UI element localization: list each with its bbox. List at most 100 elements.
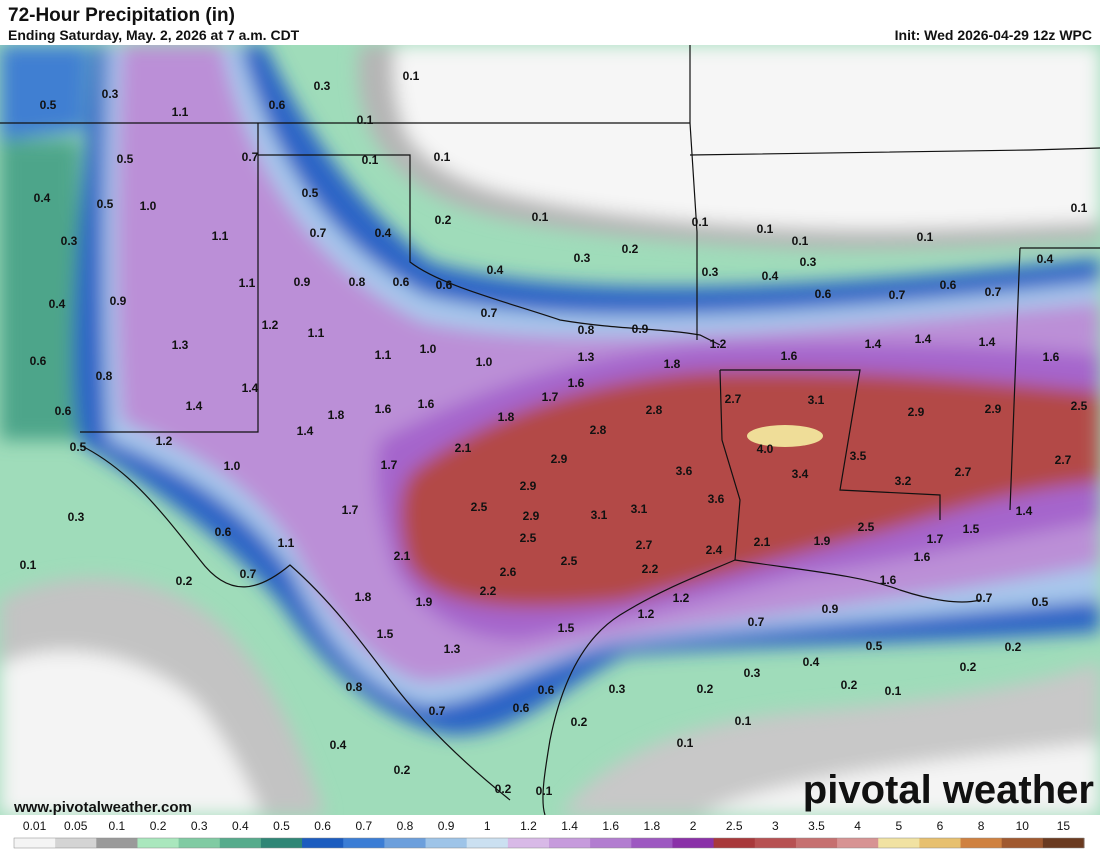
- legend-swatch: [302, 838, 344, 848]
- border: [80, 123, 259, 433]
- precip-label: 0.1: [20, 558, 37, 572]
- precip-label: 3.1: [591, 508, 608, 522]
- precip-label: 0.7: [985, 285, 1002, 299]
- precip-label: 0.6: [393, 275, 410, 289]
- precip-label: 3.4: [792, 467, 809, 481]
- legend-swatch: [178, 838, 221, 848]
- precip-label: 0.6: [55, 404, 72, 418]
- precip-label: 0.2: [571, 715, 588, 729]
- legend-swatch: [425, 838, 468, 848]
- precip-label: 0.8: [349, 275, 366, 289]
- precip-label: 0.6: [269, 98, 286, 112]
- precip-label: 0.6: [815, 287, 832, 301]
- precip-label: 0.3: [800, 255, 817, 269]
- precip-label: 1.6: [375, 402, 392, 416]
- precip-label: 0.4: [762, 269, 779, 283]
- logo: pivotal weather: [803, 768, 1094, 812]
- precip-label: 0.2: [394, 763, 411, 777]
- precip-label: 1.6: [914, 550, 931, 564]
- precip-label: 0.9: [632, 322, 649, 336]
- precip-label: 1.4: [186, 399, 203, 413]
- map: 0.3 0.5 1.1 0.6 0.3 0.1 0.1 0.5 0.7 0.1 0.1 0.4 0.5 1…: [0, 45, 1100, 815]
- legend-outline: [13, 837, 1085, 849]
- precip-label: 0.5: [40, 98, 57, 112]
- precip-label: 2.1: [754, 535, 771, 549]
- precip-label: 0.5: [866, 639, 883, 653]
- precip-label: 2.8: [590, 423, 607, 437]
- precip-label: 0.1: [677, 736, 694, 750]
- precip-label: 3.5: [850, 449, 867, 463]
- legend-label: 2.5: [726, 819, 743, 833]
- precip-label: 1.4: [865, 337, 882, 351]
- border: [719, 369, 741, 561]
- precip-label: 0.6: [538, 683, 555, 697]
- header-band: [0, 0, 1100, 45]
- legend-label: 1.6: [602, 819, 619, 833]
- legend-label: 0.9: [438, 819, 455, 833]
- precip-label: 1.2: [638, 607, 655, 621]
- precip-label: 0.9: [110, 294, 127, 308]
- precip-label: 1.0: [476, 355, 493, 369]
- precip-label: 2.2: [642, 562, 659, 576]
- precip-label: 0.3: [314, 79, 331, 93]
- precip-label: 1.8: [664, 357, 681, 371]
- website: www.pivotalweather.com: [13, 799, 192, 816]
- precip-label: 2.9: [985, 402, 1002, 416]
- precip-label: 1.6: [781, 349, 798, 363]
- precip-label: 0.7: [242, 150, 259, 164]
- precip-label: 2.4: [706, 543, 723, 557]
- precip-label: 1.7: [542, 390, 559, 404]
- precip-label: 2.7: [955, 465, 972, 479]
- precip-label: 1.7: [927, 532, 944, 546]
- legend-label: 0.01: [23, 819, 47, 833]
- precip-label: 0.3: [68, 510, 85, 524]
- precip-label: 0.7: [976, 591, 993, 605]
- precip-label: 0.7: [240, 567, 257, 581]
- precip-label: 1.1: [172, 105, 189, 119]
- border: [689, 147, 1100, 156]
- legend-label: 0.1: [109, 819, 126, 833]
- precip-label: 0.3: [609, 682, 626, 696]
- legend-swatch: [466, 838, 509, 848]
- precip-label: 0.2: [841, 678, 858, 692]
- precip-label: 2.6: [500, 565, 517, 579]
- precip-label: 1.9: [416, 595, 433, 609]
- precip-label: 0.1: [917, 230, 934, 244]
- precip-label: 0.8: [346, 680, 363, 694]
- legend-swatch: [878, 838, 920, 848]
- precip-label: 1.9: [814, 534, 831, 548]
- precip-label: 2.5: [561, 554, 578, 568]
- precip-label: 1.2: [673, 591, 690, 605]
- precip-label: 2.9: [520, 479, 537, 493]
- legend-swatch: [507, 838, 550, 848]
- legend-label: 4: [854, 819, 861, 833]
- legend-swatch: [137, 838, 180, 848]
- legend-swatch: [631, 838, 673, 848]
- legend-label: 1: [484, 819, 491, 833]
- precip-label: 2.9: [551, 452, 568, 466]
- precip-label: 0.3: [744, 666, 761, 680]
- legend-swatch: [384, 838, 427, 848]
- legend-label: 2: [690, 819, 697, 833]
- legend-label: 0.3: [191, 819, 208, 833]
- precip-label: 3.6: [708, 492, 725, 506]
- precip-label: 0.6: [940, 278, 957, 292]
- legend-swatch: [343, 838, 385, 848]
- precip-label: 0.1: [536, 784, 553, 798]
- legend-swatch: [1042, 838, 1085, 848]
- precip-label: 1.2: [156, 434, 173, 448]
- precip-label: 1.7: [342, 503, 359, 517]
- precip-label: 1.8: [328, 408, 345, 422]
- precip-label: 1.0: [224, 459, 241, 473]
- precip-label: 0.4: [487, 263, 504, 277]
- precip-label: 1.5: [963, 522, 980, 536]
- precip-label: 1.3: [444, 642, 461, 656]
- precip-label: 0.7: [429, 704, 446, 718]
- precip-label: 2.9: [523, 509, 540, 523]
- legend-swatch: [219, 838, 262, 848]
- precip-label: 0.5: [70, 440, 87, 454]
- precip-label: 0.5: [302, 186, 319, 200]
- legend-label: 0.4: [232, 819, 249, 833]
- precip-label: 0.2: [622, 242, 639, 256]
- precip-label: 0.4: [49, 297, 66, 311]
